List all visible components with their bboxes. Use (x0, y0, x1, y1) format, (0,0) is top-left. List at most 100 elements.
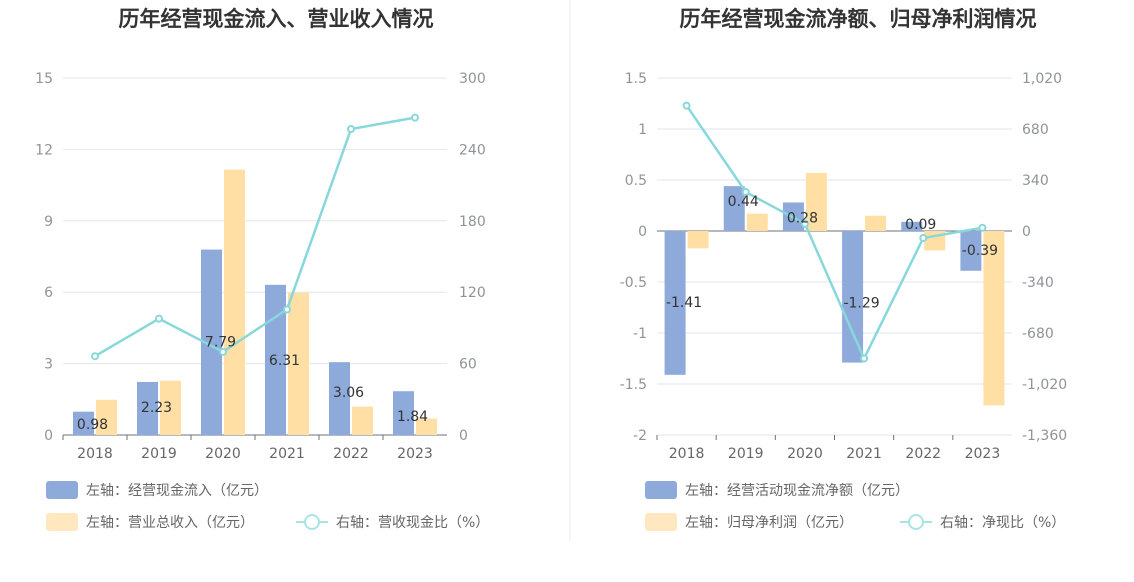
bar-primary-2023 (960, 231, 982, 271)
right-axis-tick: 60 (459, 357, 477, 373)
ratio-point-2022 (347, 125, 355, 134)
legend-item[interactable]: 左轴：经营活动现金流净额（亿元） (645, 481, 909, 499)
bar-secondary-2023 (416, 418, 437, 435)
bar-primary-2022 (901, 221, 923, 231)
bar-secondary-2023 (983, 231, 1005, 406)
left-axis-tick: 3 (44, 357, 53, 373)
legend-circle-icon (304, 514, 320, 530)
left-axis-tick: -1 (633, 326, 647, 342)
ratio-line (685, 104, 983, 362)
ratio-point-2021 (860, 354, 869, 363)
legend-swatch (645, 481, 677, 499)
bar-secondary-2019 (160, 380, 181, 435)
data-label-2023: -0.39 (962, 243, 998, 259)
legend-item[interactable]: 右轴：营收现金比（%） (296, 514, 489, 531)
legend-label: 左轴：经营活动现金流净额（亿元） (685, 483, 909, 499)
legend-item[interactable]: 左轴：营业总收入（亿元） (46, 513, 254, 531)
left-axis-tick: -0.5 (620, 275, 647, 291)
bar-primary-2020 (201, 249, 222, 435)
data-label-2021: 6.31 (269, 353, 300, 369)
ratio-point-2019 (741, 188, 750, 196)
ratio-point-2023 (978, 223, 987, 232)
left-axis-tick: 12 (35, 142, 53, 158)
data-label-2019: 2.23 (141, 400, 172, 416)
ratio-point-2020 (800, 219, 809, 228)
right-axis-tick: 0 (1022, 224, 1031, 240)
legend-label: 右轴：净现比（%） (940, 515, 1065, 531)
legend-swatch (46, 513, 78, 531)
left-axis-tick: 1 (638, 122, 647, 138)
left-axis-tick: 0.5 (625, 173, 647, 189)
x-axis-tick: 2022 (333, 446, 369, 462)
ratio-point-2019 (155, 314, 163, 323)
right-axis-tick: 0 (459, 428, 468, 444)
ratio-point-2020 (219, 347, 227, 356)
bar-primary-2022 (329, 362, 350, 435)
x-axis-tick: 2023 (965, 446, 1001, 462)
x-axis-tick: 2021 (846, 446, 882, 462)
right-axis-tick: -680 (1022, 326, 1054, 342)
bar-primary-2018 (73, 411, 94, 435)
net-cashflow-profit-chart: 历年经营现金流净额、归母净利润情况 1.5 1 0.5 0 -0.5 -1 -1.5 -2 1… (620, 7, 1067, 531)
legend-swatch (46, 481, 78, 499)
bar-secondary-2021 (288, 292, 309, 435)
data-label-2021: -1.29 (843, 296, 879, 312)
cashflow-inflow-revenue-chart: 历年经营现金流入、营业收入情况 15 12 9 6 3 0 300 240 180 120 60 0… (35, 7, 489, 531)
right-axis-tick: -1,020 (1022, 377, 1067, 393)
left-axis-tick: -1.5 (620, 377, 647, 393)
bar-primary-2023 (393, 391, 414, 435)
right-axis-tick: 120 (459, 285, 486, 301)
bar-primary-2021 (265, 284, 286, 435)
legend-item[interactable]: 左轴：经营现金流入（亿元） (46, 481, 268, 499)
data-label-2023: 1.84 (397, 409, 428, 425)
x-axis-tick: 2018 (77, 446, 113, 462)
left-axis-tick: 9 (44, 214, 53, 230)
bar-primary-2019 (723, 186, 745, 231)
x-axis-tick: 2018 (669, 446, 705, 462)
bar-secondary-2021 (865, 215, 887, 231)
legend-circle-icon (908, 514, 924, 530)
legend-item[interactable]: 左轴：归母净利润（亿元） (645, 513, 853, 531)
x-axis-tick: 2023 (397, 446, 433, 462)
left-axis-tick: -2 (633, 428, 647, 444)
left-axis-tick: 0 (44, 428, 53, 444)
data-label-2022: 0.09 (905, 217, 936, 233)
right-axis-tick: 1,020 (1022, 71, 1062, 87)
right-axis-tick: 240 (459, 142, 486, 158)
ratio-point-2022 (919, 234, 928, 243)
left-axis-tick: 6 (44, 285, 53, 301)
legend-label: 左轴：营业总收入（亿元） (86, 515, 254, 531)
left-axis-tick: 15 (35, 71, 53, 87)
right-axis-tick: -1,360 (1022, 428, 1067, 444)
x-axis-tick: 2019 (141, 446, 177, 462)
x-axis-tick: 2020 (205, 446, 241, 462)
x-axis-tick: 2022 (905, 446, 941, 462)
bar-secondary-2018 (687, 231, 709, 249)
legend-label: 左轴：经营现金流入（亿元） (86, 483, 268, 499)
data-label-2018: -1.41 (666, 295, 702, 311)
ratio-line (94, 116, 416, 358)
ratio-point-2023 (411, 113, 419, 122)
bar-primary-2021 (842, 231, 864, 363)
legend-label: 右轴：营收现金比（%） (336, 515, 489, 531)
data-label-2020: 0.28 (787, 210, 818, 226)
bar-primary-2018 (664, 231, 686, 375)
right-axis-tick: -340 (1022, 275, 1054, 291)
bar-secondary-2019 (746, 213, 768, 231)
data-label-2022: 3.06 (333, 385, 364, 401)
chart-title: 历年经营现金流净额、归母净利润情况 (680, 7, 1037, 31)
bar-primary-2019 (137, 381, 158, 435)
right-axis-tick: 180 (459, 214, 486, 230)
legend-item[interactable]: 右轴：净现比（%） (900, 514, 1065, 531)
legend-label: 左轴：归母净利润（亿元） (685, 514, 853, 531)
left-axis-tick: 1.5 (625, 71, 647, 87)
chart-title: 历年经营现金流入、营业收入情况 (119, 7, 434, 31)
data-label-2018: 0.98 (77, 417, 108, 433)
data-label-2019: 0.44 (728, 194, 759, 210)
ratio-point-2018 (91, 352, 99, 361)
x-axis-tick: 2020 (787, 446, 823, 462)
bar-secondary-2022 (352, 406, 373, 435)
x-axis-tick: 2021 (269, 446, 305, 462)
right-axis-tick: 340 (1022, 173, 1049, 189)
